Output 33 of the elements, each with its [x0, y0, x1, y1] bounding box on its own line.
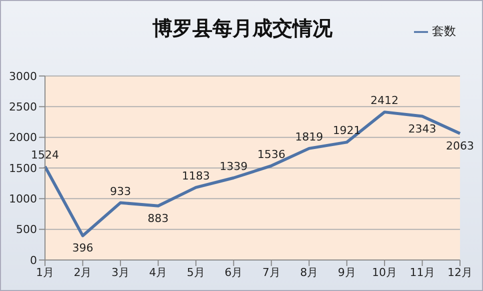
data-label: 2063 [446, 139, 474, 152]
x-tick-label: 3月 [111, 266, 130, 279]
chart-title: 博罗县每月成交情况 [152, 16, 332, 40]
y-tick-label: 3000 [9, 70, 37, 83]
x-tick-label: 12月 [448, 266, 472, 279]
x-tick-label: 9月 [338, 266, 356, 279]
data-label: 2412 [370, 94, 399, 108]
y-tick-label: 1500 [9, 162, 37, 175]
data-label: 1921 [332, 124, 361, 138]
legend-label: 套数 [432, 24, 456, 38]
x-tick-label: 10月 [372, 266, 398, 279]
x-tick-label: 5月 [186, 266, 205, 279]
data-label: 1819 [295, 130, 324, 144]
x-tick-label: 7月 [262, 266, 280, 279]
data-label: 1183 [182, 169, 210, 182]
x-tick-label: 11月 [410, 266, 435, 279]
y-tick-label: 500 [16, 223, 37, 236]
data-label: 883 [148, 212, 169, 225]
y-tick-label: 2500 [9, 100, 37, 114]
x-tick-label: 1月 [36, 266, 54, 279]
data-label: 1536 [257, 148, 286, 161]
y-tick-label: 1000 [9, 192, 37, 206]
x-tick-label: 2月 [74, 266, 92, 279]
data-label: 1339 [220, 160, 248, 173]
x-tick-label: 6月 [224, 266, 243, 279]
y-tick-label: 0 [30, 254, 37, 267]
data-label: 933 [110, 184, 131, 198]
data-label: 396 [72, 242, 94, 255]
x-tick-label: 8月 [300, 266, 318, 279]
data-label: 2343 [408, 122, 436, 136]
y-tick-label: 2000 [9, 131, 37, 144]
data-label: 1524 [31, 148, 59, 162]
x-tick-label: 4月 [149, 266, 168, 279]
